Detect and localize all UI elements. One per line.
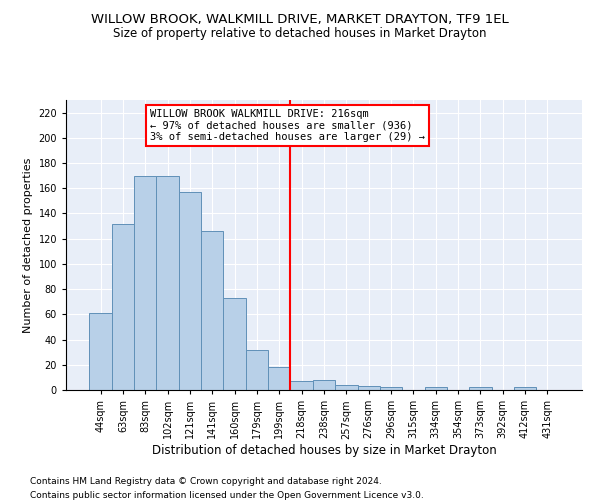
Bar (358, 386, 380, 390)
Bar (290, 381, 313, 390)
Bar (425, 388, 447, 390)
Text: Contains public sector information licensed under the Open Government Licence v3: Contains public sector information licen… (30, 491, 424, 500)
Text: Size of property relative to detached houses in Market Drayton: Size of property relative to detached ho… (113, 28, 487, 40)
Bar (134, 176, 157, 390)
Bar (469, 388, 491, 390)
Text: WILLOW BROOK, WALKMILL DRIVE, MARKET DRAYTON, TF9 1EL: WILLOW BROOK, WALKMILL DRIVE, MARKET DRA… (91, 12, 509, 26)
Bar (246, 350, 268, 390)
Bar (268, 368, 290, 390)
Bar (179, 192, 201, 390)
Text: Contains HM Land Registry data © Crown copyright and database right 2024.: Contains HM Land Registry data © Crown c… (30, 478, 382, 486)
Bar (313, 380, 335, 390)
Bar (514, 388, 536, 390)
X-axis label: Distribution of detached houses by size in Market Drayton: Distribution of detached houses by size … (152, 444, 496, 457)
Bar (201, 231, 223, 390)
Y-axis label: Number of detached properties: Number of detached properties (23, 158, 33, 332)
Bar (89, 313, 112, 390)
Bar (380, 388, 402, 390)
Bar (223, 298, 246, 390)
Text: WILLOW BROOK WALKMILL DRIVE: 216sqm
← 97% of detached houses are smaller (936)
3: WILLOW BROOK WALKMILL DRIVE: 216sqm ← 97… (150, 109, 425, 142)
Bar (335, 385, 358, 390)
Bar (157, 176, 179, 390)
Bar (112, 224, 134, 390)
